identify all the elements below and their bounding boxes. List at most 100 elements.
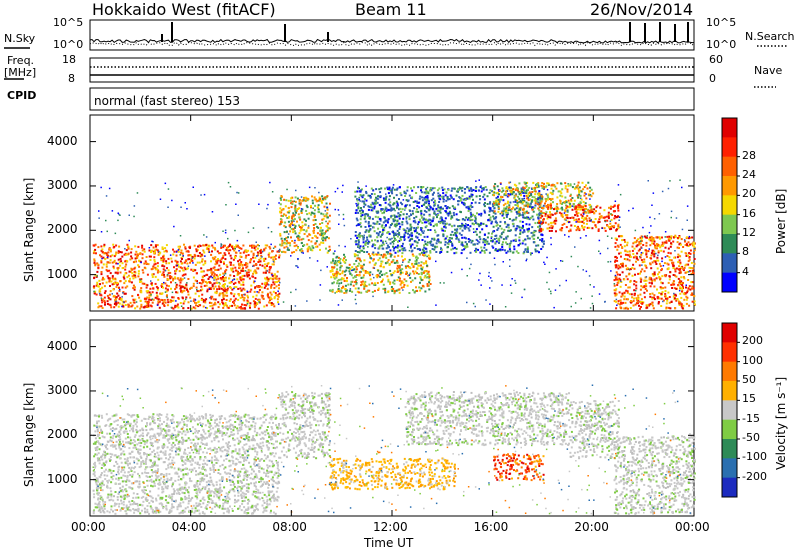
data-cell	[685, 302, 688, 305]
noise-cell	[133, 205, 136, 207]
data-cell	[649, 244, 652, 247]
data-cell	[679, 268, 682, 270]
noise-cell	[583, 213, 585, 215]
data-cell	[613, 292, 616, 295]
data-cell	[189, 254, 192, 257]
data-cell	[690, 267, 693, 270]
data-cell	[368, 217, 371, 220]
data-cell	[310, 206, 312, 209]
data-cell	[528, 223, 531, 226]
noise-cell	[279, 281, 281, 284]
data-cell	[518, 208, 521, 211]
data-cell	[420, 186, 423, 188]
data-cell	[300, 238, 303, 241]
data-cell	[278, 223, 281, 226]
data-cell	[356, 198, 358, 201]
noise-cell	[196, 282, 199, 284]
data-cell	[315, 240, 318, 243]
data-cell	[639, 307, 641, 310]
data-cell	[577, 181, 580, 184]
data-cell	[187, 301, 190, 304]
data-cell	[225, 268, 228, 271]
data-cell	[132, 277, 135, 280]
data-cell	[354, 212, 357, 214]
data-cell	[483, 246, 486, 249]
noise-cell	[223, 274, 225, 276]
data-cell	[403, 247, 406, 250]
data-cell	[568, 201, 571, 204]
data-cell	[288, 242, 291, 245]
data-cell	[508, 244, 511, 246]
data-cell	[532, 241, 535, 244]
data-cell	[687, 245, 690, 247]
data-cell	[455, 251, 458, 254]
data-cell	[422, 253, 425, 256]
data-cell	[649, 239, 652, 242]
data-cell	[516, 225, 519, 227]
data-cell	[293, 251, 295, 253]
data-cell	[107, 296, 110, 299]
data-cell	[413, 227, 416, 229]
data-cell	[535, 182, 538, 185]
data-cell	[688, 304, 691, 307]
data-cell	[409, 209, 411, 212]
data-cell	[528, 191, 531, 194]
data-cell	[393, 196, 395, 199]
data-cell	[166, 274, 169, 277]
data-cell	[243, 274, 246, 277]
data-cell	[146, 296, 149, 299]
data-cell	[187, 293, 190, 296]
data-cell	[152, 273, 155, 276]
data-cell	[290, 202, 293, 205]
data-cell	[506, 243, 509, 246]
data-cell	[174, 304, 177, 307]
data-cell	[408, 194, 411, 197]
data-cell	[313, 196, 316, 199]
data-cell	[293, 227, 296, 229]
data-cell	[272, 256, 274, 259]
data-cell	[436, 234, 439, 237]
data-cell	[444, 194, 447, 197]
data-cell	[148, 291, 151, 294]
data-cell	[342, 285, 345, 288]
data-cell	[283, 246, 286, 249]
data-cell	[360, 209, 363, 212]
data-cell	[367, 253, 370, 256]
data-cell	[319, 233, 322, 236]
data-cell	[578, 186, 581, 189]
data-cell	[363, 286, 366, 289]
data-cell	[313, 209, 316, 212]
data-cell	[312, 219, 315, 222]
data-cell	[270, 272, 273, 275]
data-cell	[230, 257, 233, 260]
data-cell	[224, 253, 227, 256]
data-cell	[266, 276, 269, 279]
data-cell	[661, 275, 664, 278]
data-cell	[184, 247, 187, 250]
data-cell	[626, 291, 629, 294]
data-cell	[394, 290, 396, 293]
data-cell	[297, 246, 299, 249]
data-cell	[200, 285, 203, 288]
data-cell	[214, 269, 217, 271]
data-cell	[117, 305, 120, 308]
data-cell	[198, 261, 201, 264]
data-cell	[541, 196, 544, 199]
data-cell	[123, 274, 126, 277]
data-cell	[127, 252, 130, 255]
data-cell	[492, 225, 495, 228]
data-cell	[361, 211, 364, 214]
data-cell	[460, 211, 462, 214]
data-cell	[182, 269, 185, 272]
data-cell	[269, 247, 272, 250]
data-cell	[378, 231, 381, 233]
data-cell	[439, 194, 441, 197]
data-cell	[646, 306, 649, 309]
data-cell	[563, 222, 566, 225]
data-cell	[290, 197, 293, 200]
data-cell	[575, 213, 578, 215]
data-cell	[279, 243, 282, 246]
data-cell	[194, 292, 197, 295]
noise-cell	[186, 208, 188, 210]
data-cell	[617, 207, 620, 210]
